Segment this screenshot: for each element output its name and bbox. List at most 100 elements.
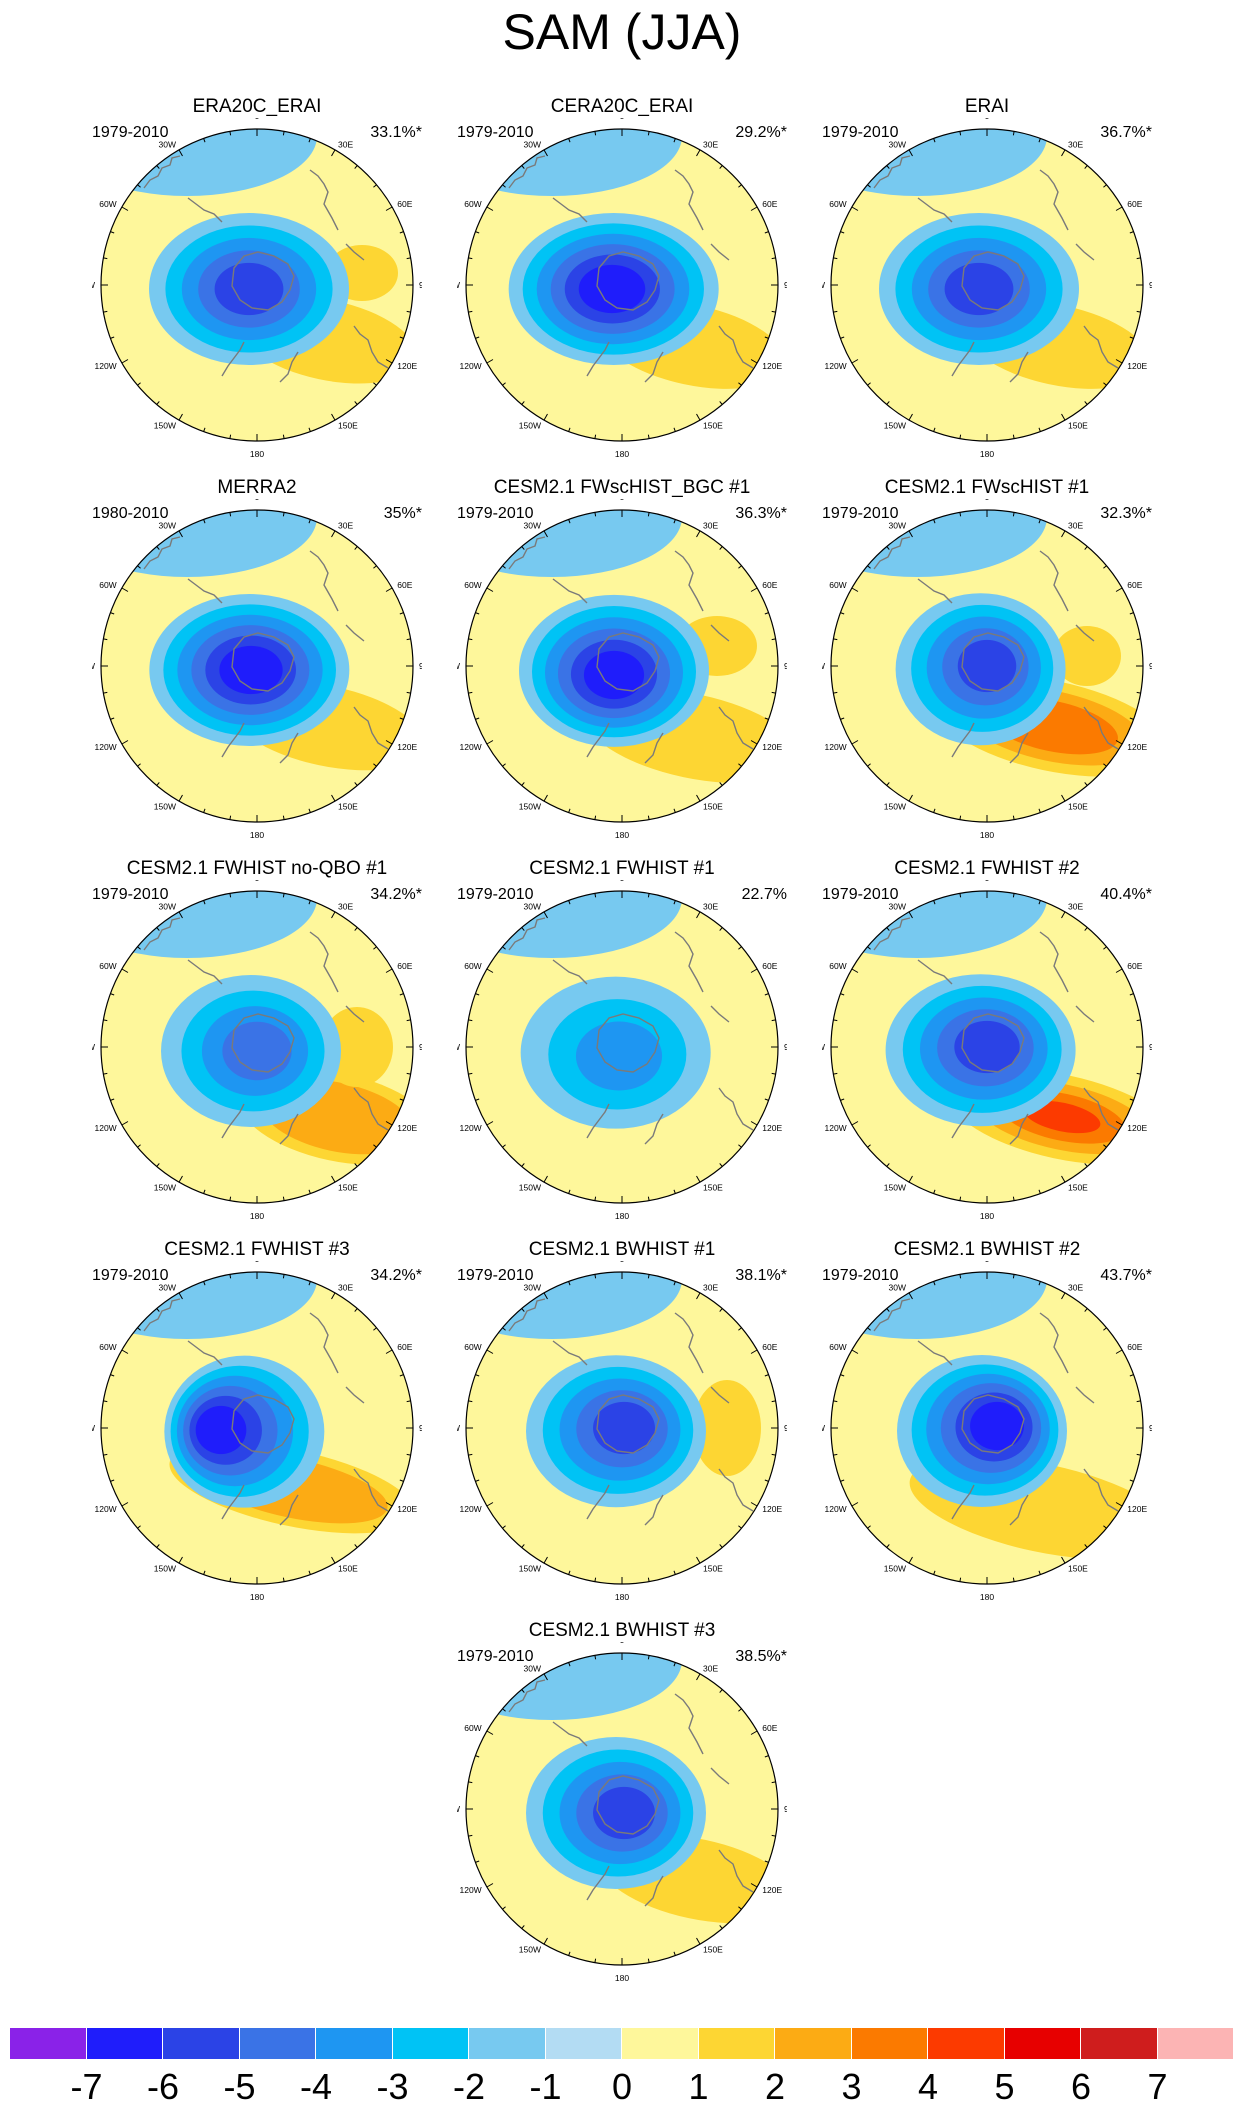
graticule-tick	[103, 638, 108, 641]
graticule-tick	[738, 1525, 742, 1529]
longitude-label: 90W	[457, 1042, 460, 1052]
graticule-tick	[840, 717, 845, 720]
graticule-tick	[1136, 1072, 1141, 1075]
longitude-label: 90E	[419, 1423, 422, 1433]
graticule-tick	[156, 1163, 160, 1167]
antarctica-coastline	[961, 632, 1025, 692]
graticule-tick	[696, 1175, 701, 1183]
graticule-tick	[867, 1327, 871, 1331]
graticule-tick	[673, 427, 676, 432]
graticule-tick	[521, 546, 525, 550]
graticule-tick	[486, 1502, 494, 1507]
graticule-tick	[933, 1570, 936, 1575]
panel-title: ERAI	[964, 96, 1010, 117]
longitude-label: 180	[615, 1973, 629, 1983]
graticule-tick	[502, 1906, 506, 1910]
panel-period: 1979-2010	[457, 886, 534, 903]
longitude-label: 30W	[159, 140, 176, 150]
coastline	[674, 550, 704, 612]
graticule-tick	[673, 1281, 676, 1286]
coastline	[552, 1340, 588, 1366]
longitude-label: 90W	[92, 280, 95, 290]
graticule-tick	[867, 184, 871, 188]
panel-variance: 32.3%*	[1100, 505, 1152, 522]
longitude-label: 30W	[159, 902, 176, 912]
longitude-label: 120W	[94, 742, 116, 752]
graticule-tick	[1103, 1144, 1107, 1148]
graticule-tick	[673, 900, 676, 905]
graticule-tick	[308, 900, 311, 905]
contour-minus-5	[944, 262, 1014, 316]
longitude-label: 30E	[1068, 521, 1083, 531]
graticule-tick	[1061, 149, 1066, 157]
longitude-label: 30E	[703, 902, 718, 912]
graticule-tick	[568, 1951, 571, 1956]
graticule-tick	[719, 1925, 723, 1929]
panel-variance: 22.7%	[741, 886, 787, 903]
polar-contour-map: 0 30E 60E 90E 120E 150E 180 150W 120W 90W 60W 30W	[822, 1261, 1152, 1602]
graticule-tick	[833, 638, 838, 641]
graticule-tick	[933, 138, 936, 143]
coastline	[309, 1312, 339, 1374]
longitude-label: 30E	[338, 521, 353, 531]
antarctica-coastline	[961, 1013, 1025, 1073]
graticule-tick	[647, 1958, 650, 1963]
graticule-tick	[354, 927, 358, 931]
longitude-label: 0	[620, 118, 625, 121]
graticule-tick	[696, 1937, 701, 1945]
graticule-tick	[750, 968, 758, 973]
longitude-label: 150W	[519, 1563, 541, 1573]
coastline	[221, 722, 245, 758]
graticule-tick	[203, 1281, 206, 1286]
graticule-tick	[933, 519, 936, 524]
panel-period: 1979-2010	[92, 124, 169, 141]
longitude-label: 90W	[457, 280, 460, 290]
graticule-tick	[385, 968, 393, 973]
longitude-label: 60W	[829, 961, 846, 971]
panel-variance: 38.1%*	[735, 1267, 787, 1284]
longitude-label: 150E	[703, 1563, 723, 1573]
longitude-label: 150E	[703, 1182, 723, 1192]
longitude-label: 60W	[464, 1342, 481, 1352]
graticule-tick	[833, 1453, 838, 1456]
panel-title: ERA20C_ERAI	[192, 96, 322, 117]
graticule-tick	[750, 206, 758, 211]
coastline	[644, 351, 664, 383]
graticule-tick	[203, 1570, 206, 1575]
longitude-label: 30W	[159, 1283, 176, 1293]
coastline	[644, 1875, 664, 1907]
contour-minus-4	[222, 1021, 292, 1081]
graticule-tick	[1129, 1374, 1134, 1377]
longitude-label: 0	[620, 1261, 625, 1264]
graticule-tick	[229, 1274, 232, 1279]
graticule-tick	[229, 131, 232, 136]
panel-title: CESM2.1 FWscHIST_BGC #1	[493, 477, 751, 498]
polar-contour-map: 0 30E 60E 90E 120E 150E 180 150W 120W 90W 60W 30W	[457, 880, 787, 1221]
graticule-tick	[696, 1556, 701, 1564]
polar-contour-map: 0 30E 60E 90E 120E 150E 180 150W 120W 90W 60W 30W	[92, 1261, 422, 1602]
graticule-tick	[673, 1570, 676, 1575]
longitude-label: 180	[615, 1592, 629, 1602]
graticule-tick	[121, 1349, 129, 1354]
graticule-tick	[764, 336, 769, 339]
longitude-label: 60E	[762, 961, 777, 971]
graticule-tick	[719, 1689, 723, 1693]
colorbar-swatch	[163, 2028, 240, 2059]
longitude-label: 180	[250, 1592, 264, 1602]
longitude-label: 120E	[397, 361, 417, 371]
graticule-tick	[385, 1121, 393, 1126]
graticule-tick	[673, 1189, 676, 1194]
graticule-tick	[406, 691, 411, 694]
graticule-tick	[354, 165, 358, 169]
longitude-label: 60E	[397, 961, 412, 971]
graticule-tick	[521, 1544, 525, 1548]
graticule-tick	[1103, 763, 1107, 767]
longitude-label: 120E	[1127, 1504, 1147, 1514]
map-panel: MERRA2 1980-2010 35%* 0 30E 60E 90E 120E 150E 180…	[92, 477, 422, 862]
contour-minus-6	[578, 264, 646, 314]
contour-plus-2	[693, 1380, 761, 1476]
colorbar-swatch	[775, 2028, 852, 2059]
graticule-tick	[1012, 893, 1015, 898]
panel-variance: 35%*	[383, 505, 422, 522]
graticule-tick	[696, 911, 701, 919]
